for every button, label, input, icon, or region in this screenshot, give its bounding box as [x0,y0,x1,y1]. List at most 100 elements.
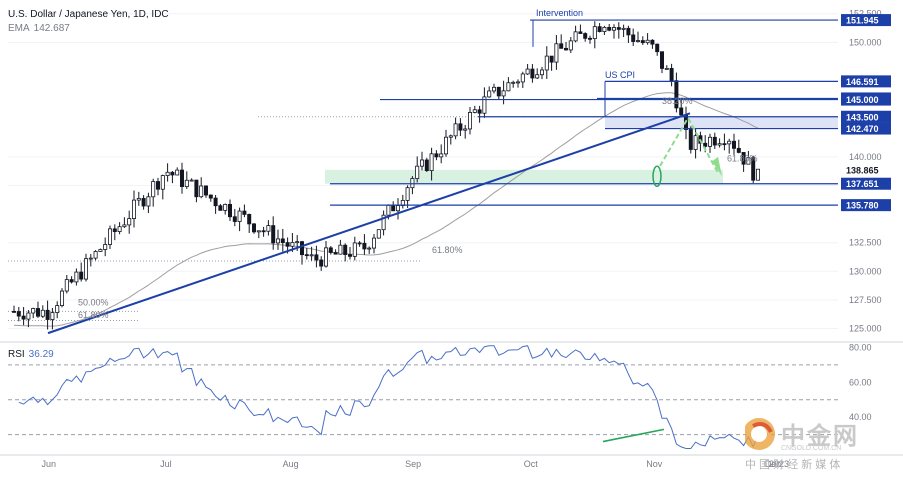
rsi-tick-label: 40.00 [849,412,872,422]
candle-body [285,242,290,247]
fib-500-left-label: 50.00% [78,298,109,308]
rsi-legend: RSI 36.29 [8,349,54,360]
price-level-tag-label: 143.500 [846,112,879,122]
candle-body [232,216,237,222]
candle-body [736,147,741,153]
candle-body [242,210,247,215]
candle-body [117,226,122,232]
month-label: Sep [405,459,421,469]
price-tick-label: 127.500 [849,295,882,305]
ema-legend: EMA 142.687 [8,23,74,34]
price-axis: 152.500150.000140.000137.500132.500130.0… [841,9,891,334]
candle-body [688,129,693,150]
candle-body [626,27,631,36]
candle-body [549,55,554,63]
candle-body [511,81,516,84]
candle-body [439,153,444,158]
watermark-sub: CNGOLD.COM.CN [781,445,842,452]
month-label: Oct [524,459,539,469]
candle-body [410,178,415,189]
projection-path [659,115,719,174]
candle-body [732,140,737,149]
candle-body [650,39,655,45]
fib-382-label: 38.20% [662,96,693,106]
candle-body [482,96,487,114]
candle-body [640,40,645,44]
candle-body [40,309,45,317]
annotations: Intervention US CPI 38.20% 61.80% 61.80% 50.0… [78,8,758,320]
candle-body [108,228,113,245]
price-level-tag [841,122,891,135]
candle-body [424,159,429,171]
rsi-tick-label: 80.00 [849,342,872,352]
candle-body [535,74,540,79]
ema-label: EMA [8,23,30,34]
candle-body [669,68,674,82]
candle-body [544,55,549,71]
candle-body [74,271,79,283]
candle-body [434,153,439,158]
candle-body [597,26,602,32]
candle-body [189,179,194,182]
horizontal-levels [330,19,838,206]
candle-body [583,33,588,39]
support-zones [325,116,838,184]
candle-body [477,109,482,114]
price-level-tag-label: 145.000 [846,95,879,105]
candle-body [319,259,324,267]
candle-body [98,249,103,252]
candle-body [227,203,232,218]
candle-body [184,179,189,188]
candle-body [751,157,756,181]
candle-body [525,68,530,75]
candle-body [616,27,621,30]
candle-body [343,244,348,255]
price-level-tag [841,14,891,27]
candle-body [559,43,564,49]
candle-body [45,309,50,320]
candle-body [299,241,304,256]
candle-body [554,43,559,63]
candle-body [395,205,400,212]
candle-body [592,26,597,39]
rsi-value: 36.29 [28,349,54,360]
candle-body [256,230,261,233]
candle-body [602,26,607,32]
intervention-label: Intervention [536,8,583,18]
fib-618-left-label: 61.80% [78,310,109,320]
candle-body [16,311,21,317]
candle-body [146,196,151,207]
candle-body [175,169,180,176]
candle-body [309,254,314,257]
projection-arrowhead [712,156,722,177]
candle-body [36,308,41,317]
price-level-tag [841,75,891,88]
candle-body [448,135,453,138]
price-level-tag-label: 135.780 [846,201,879,211]
price-tick-label: 130.000 [849,266,882,276]
candle-body [261,230,266,233]
candle-body [280,238,285,243]
candle-body [275,238,280,244]
candle-body [127,218,132,226]
candle-body [674,80,679,109]
watermark: 中金网 CNGOLD.COM.CN 中 国 财 经 新 媒 体 [743,416,895,476]
candle-body [11,310,16,313]
candle-body [199,185,204,198]
projection-arrow [652,115,722,188]
price-tick-label: 150.000 [849,37,882,47]
candle-body [64,279,69,292]
candle-body [247,214,252,225]
candle-body [636,40,641,42]
candle-body [314,254,319,261]
candle-body [631,34,636,42]
highlight-ellipse [652,165,662,188]
candle-body [357,242,362,245]
candle-body [88,257,93,260]
candle-body [112,228,117,232]
price-level-tag-label: 151.945 [846,16,879,26]
candle-body [405,187,410,201]
candle-body [612,27,617,31]
candle-body [141,198,146,207]
